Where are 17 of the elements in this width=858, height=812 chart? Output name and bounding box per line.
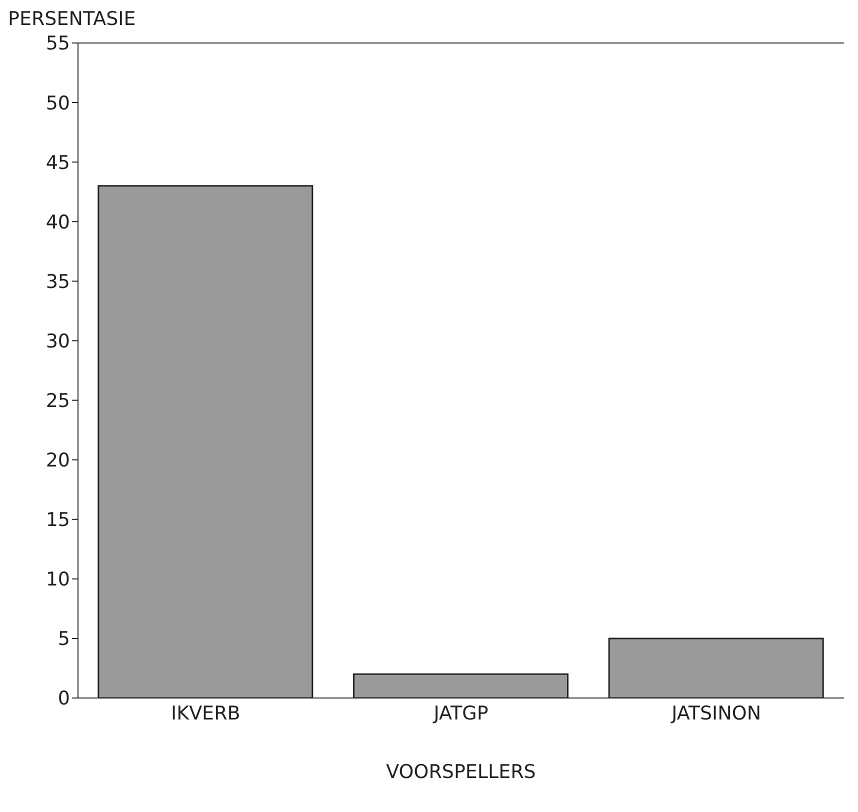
y-tick-label: 45 (46, 152, 70, 174)
y-tick-label: 10 (46, 568, 70, 591)
y-axis-title: PERSENTASIE (8, 8, 136, 30)
y-tick-label: 35 (46, 270, 70, 293)
y-tick-label: 15 (46, 509, 70, 532)
x-axis-title: VOORSPELLERS (386, 761, 536, 783)
y-tick-label: 5 (58, 628, 70, 650)
x-tick-label: JATSINON (670, 702, 762, 724)
y-tick-label: 30 (46, 330, 70, 352)
y-tick-label: 55 (46, 32, 70, 55)
y-tick-label: 40 (46, 211, 70, 234)
x-tick-label: IKVERB (171, 702, 240, 724)
y-tick-label: 0 (58, 688, 70, 710)
x-tick-label: JATGP (432, 702, 488, 724)
y-tick-label: 50 (46, 92, 70, 114)
y-tick-label: 20 (46, 450, 70, 472)
y-tick-label: 25 (46, 390, 70, 412)
